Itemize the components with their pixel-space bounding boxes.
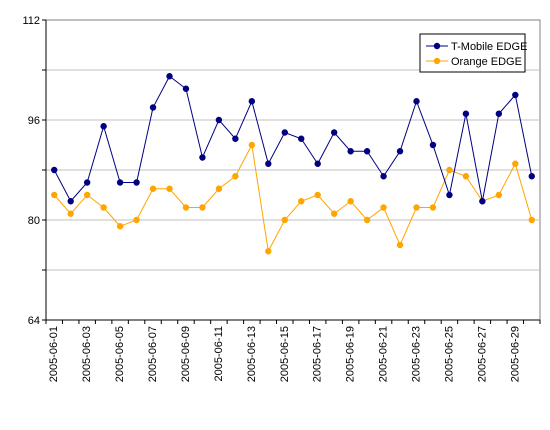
data-point-orange — [347, 198, 354, 205]
data-point-orange — [116, 223, 124, 230]
legend: T-Mobile EDGE Orange EDGE — [419, 33, 527, 73]
legend-label-orange: Orange EDGE — [451, 56, 522, 68]
data-point-orange — [281, 216, 288, 224]
legend-marker-tmobile — [433, 42, 441, 50]
data-point-tmobile — [182, 85, 190, 92]
data-point-tmobile — [363, 148, 371, 155]
data-point-orange — [462, 173, 470, 180]
x-tick-label: 2005-06-17 — [312, 326, 324, 382]
x-tick-label: 2005-06-27 — [476, 326, 488, 382]
data-point-tmobile — [429, 141, 437, 149]
x-tick-label: 2005-06-05 — [114, 326, 126, 382]
data-point-tmobile — [265, 160, 272, 167]
y-tick-label: 64 — [28, 315, 40, 327]
data-point-orange — [100, 204, 107, 211]
data-point-tmobile — [298, 135, 305, 142]
data-point-tmobile — [347, 148, 354, 155]
legend-marker-orange — [433, 57, 441, 65]
x-tick-label: 2005-06-09 — [180, 326, 192, 382]
x-tick-label: 2005-06-21 — [378, 326, 390, 382]
data-point-orange — [396, 241, 404, 249]
data-point-orange — [429, 204, 437, 211]
x-tick-label: 2005-06-13 — [246, 326, 258, 382]
data-point-tmobile — [199, 154, 206, 161]
data-point-orange — [330, 210, 338, 217]
data-point-orange — [215, 185, 223, 192]
data-point-orange — [182, 204, 190, 211]
data-point-tmobile — [479, 198, 486, 205]
data-point-orange — [380, 204, 387, 211]
data-point-orange — [199, 204, 206, 211]
data-point-orange — [232, 173, 239, 180]
series-layer — [51, 73, 535, 255]
y-tick-label: 80 — [28, 215, 40, 227]
data-point-tmobile — [100, 123, 107, 130]
data-point-tmobile — [512, 91, 519, 99]
x-tick-label: 2005-06-07 — [147, 326, 159, 382]
x-axis: 2005-06-01 2005-06-03 2005-06-05 2005-06-07… — [45, 319, 541, 382]
data-point-orange — [298, 198, 305, 205]
data-point-tmobile — [314, 160, 321, 167]
data-point-orange — [67, 210, 74, 217]
data-point-tmobile — [83, 179, 91, 186]
y-tick-label: 96 — [28, 115, 40, 127]
legend-label-tmobile: T-Mobile EDGE — [451, 41, 527, 53]
data-point-orange — [51, 191, 58, 199]
data-point-tmobile — [149, 104, 157, 111]
data-point-orange — [83, 191, 91, 199]
x-tick-label: 2005-06-01 — [48, 326, 60, 382]
data-point-tmobile — [67, 198, 74, 205]
data-point-orange — [314, 191, 321, 199]
x-tick-label: 2005-06-03 — [81, 326, 93, 382]
data-point-orange — [363, 216, 371, 224]
data-point-orange — [446, 166, 453, 174]
data-point-orange — [512, 160, 519, 167]
data-point-tmobile — [116, 179, 124, 186]
x-tick-label: 2005-06-15 — [279, 326, 291, 382]
data-point-tmobile — [281, 129, 288, 136]
y-axis: 64 80 96 112 — [22, 15, 47, 327]
data-point-orange — [166, 185, 173, 192]
data-point-tmobile — [528, 173, 535, 180]
legend-box — [419, 33, 526, 73]
data-point-tmobile — [166, 73, 173, 80]
data-point-tmobile — [380, 173, 387, 180]
data-point-tmobile — [232, 135, 239, 142]
x-tick-label: 2005-06-23 — [411, 326, 423, 382]
data-point-orange — [495, 191, 503, 199]
data-point-tmobile — [248, 98, 256, 105]
data-point-orange — [248, 141, 256, 149]
data-point-tmobile — [215, 116, 223, 124]
data-point-tmobile — [133, 179, 140, 186]
data-point-orange — [413, 204, 420, 211]
x-tick-label: 2005-06-29 — [509, 326, 521, 382]
x-tick-label: 2005-06-11 — [213, 326, 225, 381]
data-point-tmobile — [51, 166, 58, 174]
data-point-tmobile — [462, 110, 470, 117]
data-point-tmobile — [413, 98, 420, 105]
x-tick-label: 2005-06-19 — [345, 326, 357, 382]
data-point-tmobile — [495, 110, 503, 117]
data-point-orange — [528, 216, 535, 224]
x-tick-label: 2005-06-25 — [443, 326, 455, 382]
data-point-orange — [149, 185, 157, 192]
data-point-tmobile — [446, 191, 453, 199]
data-point-tmobile — [396, 148, 404, 155]
data-point-orange — [133, 216, 140, 224]
data-point-orange — [265, 248, 272, 255]
y-tick-label: 112 — [22, 15, 40, 27]
data-point-tmobile — [330, 129, 338, 136]
